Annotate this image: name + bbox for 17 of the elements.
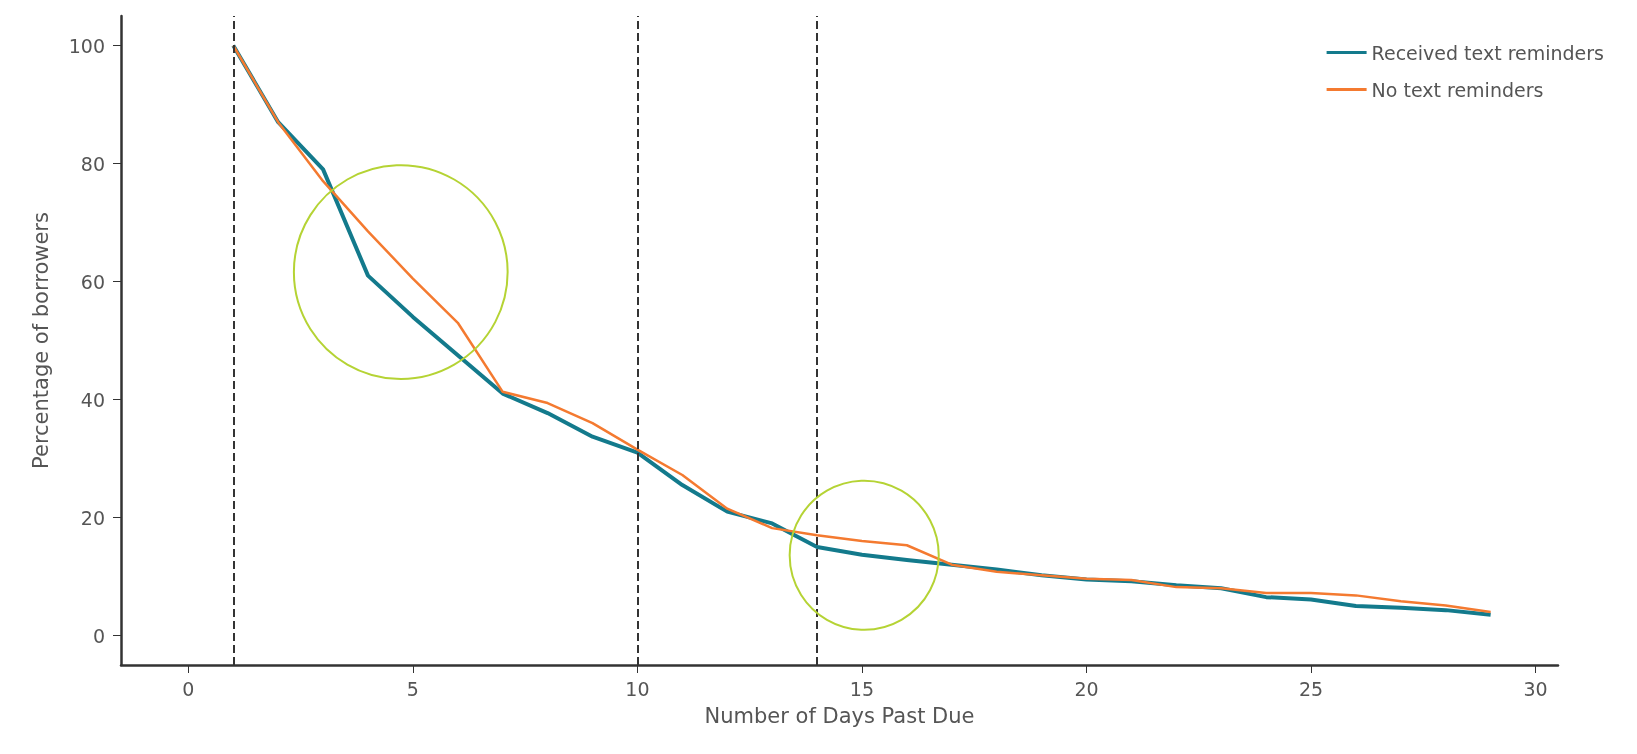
y-tick-label: 60 [80, 270, 105, 293]
x-tick-label: 25 [1298, 677, 1324, 700]
y-tick-label: 80 [80, 152, 105, 175]
x-tick-label: 5 [406, 677, 419, 700]
y-axis-title: Percentage of borrowers [28, 212, 53, 469]
x-tick-label: 10 [625, 677, 650, 700]
x-tick-label: 20 [1074, 677, 1099, 700]
x-tick-label: 0 [182, 677, 195, 700]
y-tick-label: 0 [92, 624, 105, 647]
x-axis-title: Number of Days Past Due [704, 703, 975, 728]
y-tick-label: 100 [68, 34, 105, 57]
x-tick-label: 30 [1523, 677, 1548, 700]
y-tick-label: 40 [80, 388, 105, 411]
x-tick-label: 15 [849, 677, 875, 700]
legend-label: Received text reminders [1371, 41, 1605, 64]
y-tick-label: 20 [80, 506, 105, 529]
legend-label: No text reminders [1371, 78, 1544, 101]
